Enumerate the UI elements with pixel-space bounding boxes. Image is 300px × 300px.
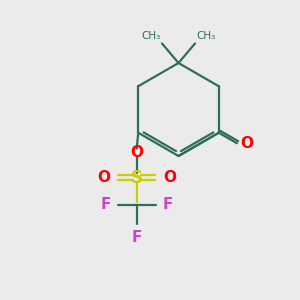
Text: F: F bbox=[131, 230, 142, 245]
Text: S: S bbox=[131, 169, 143, 187]
Text: F: F bbox=[162, 197, 172, 212]
Text: F: F bbox=[101, 197, 111, 212]
Text: CH₃: CH₃ bbox=[196, 31, 216, 41]
Text: O: O bbox=[241, 136, 254, 151]
Text: O: O bbox=[98, 170, 111, 185]
Text: O: O bbox=[163, 170, 176, 185]
Text: CH₃: CH₃ bbox=[141, 31, 160, 41]
Text: O: O bbox=[130, 145, 143, 160]
